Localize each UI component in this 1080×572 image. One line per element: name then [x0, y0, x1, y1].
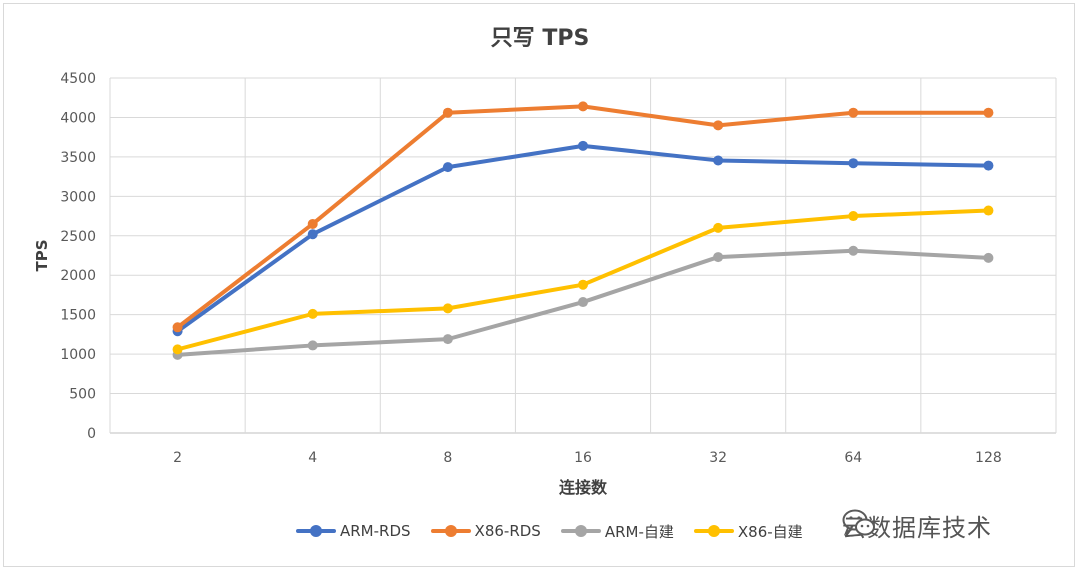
- y-tick-label: 0: [87, 426, 96, 442]
- y-tick-label: 4500: [60, 71, 96, 87]
- legend-label: X86-RDS: [474, 522, 541, 540]
- y-tick-label: 2000: [60, 268, 96, 284]
- y-axis-title: TPS: [33, 239, 51, 271]
- data-point: [848, 245, 859, 256]
- watermark: 云数据库技术: [842, 508, 992, 543]
- legend-item: ARM-RDS: [296, 522, 411, 540]
- chart-frame: [3, 3, 1075, 567]
- data-point: [578, 140, 588, 151]
- data-point: [713, 120, 724, 131]
- data-point: [307, 229, 318, 240]
- legend-item: X86-自建: [693, 521, 803, 542]
- data-point: [172, 344, 183, 355]
- data-point: [848, 211, 859, 222]
- y-tick-label: 3500: [60, 150, 96, 166]
- data-point: [442, 107, 453, 118]
- chart-legend: ARM-RDS X86-RDS ARM-自建 X86-自建: [296, 519, 803, 543]
- x-tick-label: 16: [574, 450, 592, 466]
- legend-swatch: [693, 525, 734, 537]
- data-point: [442, 162, 453, 173]
- legend-label: X86-自建: [737, 522, 803, 541]
- y-tick-label: 3000: [60, 189, 96, 205]
- x-tick-label: 32: [709, 450, 727, 466]
- data-point: [713, 222, 724, 233]
- legend-swatch: [430, 525, 471, 537]
- x-axis-title: 连接数: [559, 478, 608, 497]
- legend-label: ARM-自建: [604, 522, 674, 541]
- y-tick-label: 1500: [60, 308, 96, 324]
- data-point: [442, 334, 453, 345]
- data-point: [172, 322, 183, 333]
- data-point: [983, 252, 994, 263]
- legend-item: X86-RDS: [430, 522, 541, 540]
- data-point: [848, 158, 859, 169]
- legend-swatch: [296, 525, 336, 537]
- x-tick-label: 4: [308, 450, 317, 466]
- legend-item: ARM-自建: [560, 521, 674, 542]
- wechat-icon: [842, 509, 875, 536]
- data-point: [307, 218, 318, 229]
- x-tick-label: 64: [844, 450, 862, 466]
- data-point: [578, 297, 588, 308]
- x-tick-label: 2: [173, 450, 182, 466]
- data-point: [713, 252, 724, 263]
- legend-swatch: [560, 525, 601, 537]
- data-point: [307, 340, 318, 351]
- data-point: [578, 279, 588, 290]
- x-tick-label: 128: [975, 450, 1002, 466]
- data-point: [307, 308, 318, 319]
- y-tick-label: 1000: [60, 347, 96, 363]
- x-tick-label: 8: [443, 450, 452, 466]
- chart-title: 只写 TPS: [490, 26, 590, 51]
- data-point: [983, 107, 994, 118]
- data-point: [713, 155, 724, 166]
- data-point: [983, 160, 994, 171]
- y-tick-label: 4000: [60, 110, 96, 126]
- legend-label: ARM-RDS: [340, 522, 411, 540]
- y-tick-label: 2500: [60, 229, 96, 245]
- data-point: [442, 303, 453, 314]
- data-point: [848, 107, 859, 118]
- y-tick-label: 500: [69, 387, 96, 403]
- data-point: [983, 205, 994, 216]
- data-point: [578, 101, 588, 112]
